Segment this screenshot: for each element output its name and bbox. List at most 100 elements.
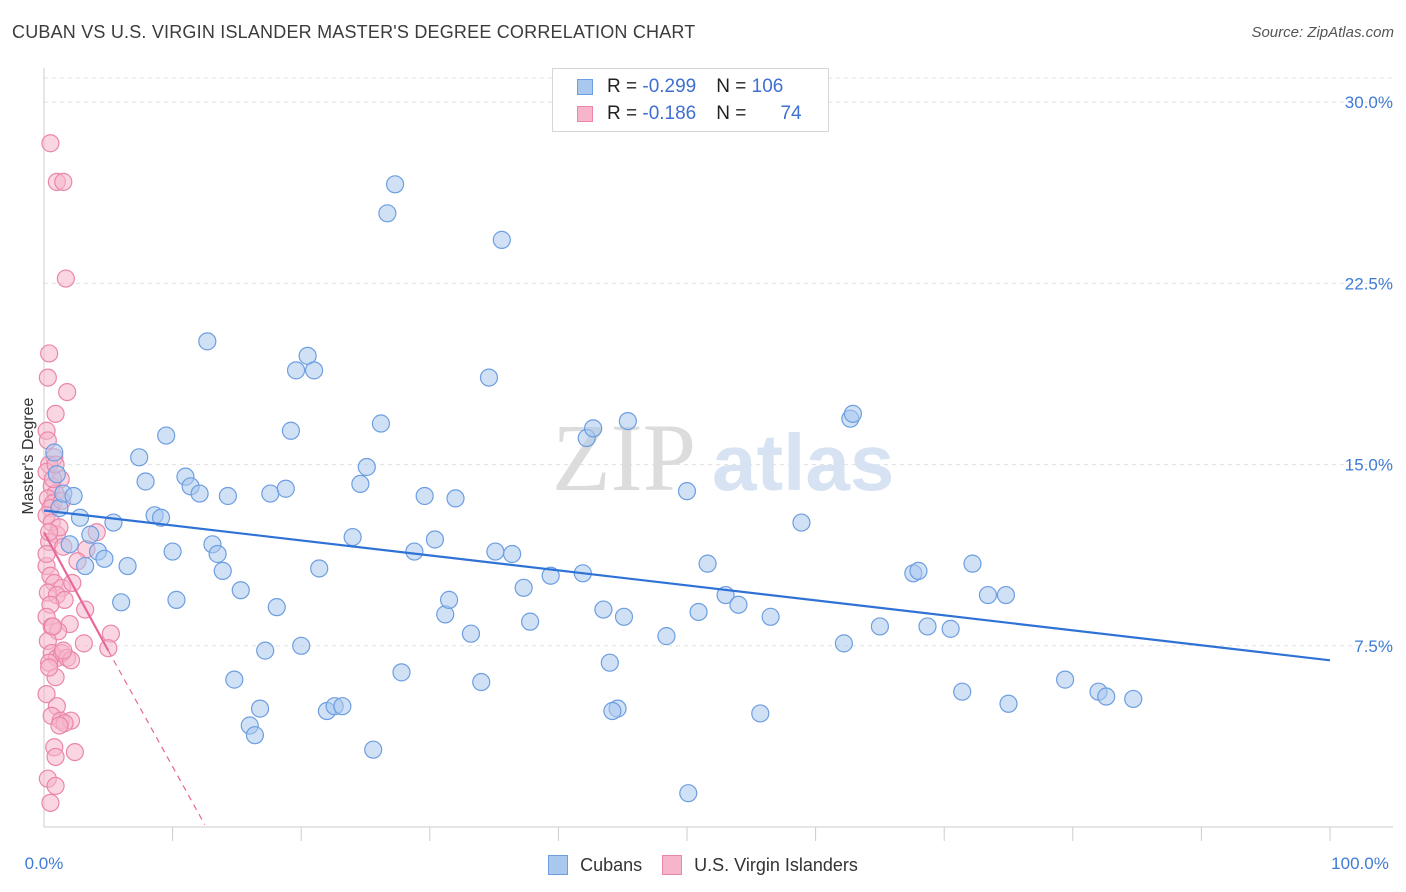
cubans-point [76, 556, 95, 576]
chart-title: CUBAN VS U.S. VIRGIN ISLANDER MASTER'S D… [12, 22, 696, 42]
cubans-point [47, 465, 66, 484]
legend-swatch-blue [577, 79, 593, 95]
legend-n-value: 74 [780, 103, 802, 124]
cubans-point [472, 672, 491, 692]
legend-row-cubans: R = -0.299 N = 106 [577, 74, 783, 100]
cubans-point [689, 602, 708, 622]
y-tick-labels: 7.5% 15.0% 22.5% 30.0% [1345, 93, 1393, 656]
cubans-point [953, 682, 972, 701]
cubans-point [425, 530, 445, 549]
cubans-point [256, 641, 275, 660]
cubans-point [371, 414, 391, 433]
cubans-point [167, 590, 186, 609]
legend-n-label: N = [716, 103, 752, 124]
cubans-point [978, 585, 998, 605]
virgin-islanders-point [65, 742, 84, 762]
virgin-islanders-trend-line [43, 531, 110, 652]
cubans-point [1055, 670, 1075, 689]
cubans-point [657, 627, 676, 646]
cubans-point [479, 368, 499, 387]
virgin-islanders-point [41, 134, 60, 153]
legend-swatch-cubans [548, 855, 569, 875]
cubans-point [918, 617, 937, 636]
virgin-islanders-point [38, 368, 57, 387]
cubans-point [405, 542, 424, 561]
y-tick-label: 22.5% [1345, 274, 1393, 293]
cubans-point [729, 595, 748, 614]
cubans-point [834, 634, 853, 653]
cubans-point [614, 607, 634, 626]
cubans-point [439, 590, 459, 609]
legend-swatch-virgin-islanders [662, 855, 683, 875]
x-tick-marks [172, 827, 1331, 841]
cubans-point [461, 624, 481, 643]
x-tick-label-min: 0.0% [25, 854, 64, 873]
cubans-point [584, 419, 603, 438]
cubans-point [618, 411, 637, 431]
cubans-point [151, 508, 171, 527]
cubans-point [351, 474, 370, 494]
cubans-point [594, 600, 613, 619]
cubans-point [118, 556, 137, 576]
cubans-point [310, 559, 329, 578]
cubans-point [231, 581, 250, 600]
cubans-point [521, 612, 540, 631]
cubans-point [267, 598, 286, 617]
legend-r-value: -0.186 [642, 103, 697, 124]
cubans-point [45, 443, 64, 462]
y-tick-label: 15.0% [1345, 456, 1393, 475]
cubans-point [104, 513, 123, 532]
cubans-point [996, 585, 1016, 605]
legend-n-label: N = [716, 76, 752, 97]
cubans-point [999, 694, 1018, 713]
cubans-point [245, 726, 265, 745]
legend-swatch-pink [577, 106, 593, 122]
cubans-point [276, 479, 295, 498]
legend-r-label: R = [607, 103, 643, 124]
cubans-point [292, 636, 311, 655]
cubans-point [415, 486, 434, 506]
y-axis-label: Master's Degree [20, 397, 37, 514]
cubans-point [963, 554, 982, 573]
cubans-point [792, 513, 811, 532]
cubans-point [304, 361, 324, 380]
cubans-point [333, 697, 352, 716]
gridlines [44, 77, 1393, 647]
virgin-islanders-point [40, 523, 59, 542]
cubans-point [364, 740, 383, 759]
virgin-islanders-point [43, 617, 63, 636]
virgin-islanders-point [54, 641, 73, 660]
cubans-point [218, 486, 237, 506]
cubans-point [761, 607, 780, 626]
legend-n-value: 106 [751, 76, 784, 97]
cubans-point [751, 704, 770, 723]
virgin-islanders-point [58, 382, 77, 402]
y-tick-label: 7.5% [1354, 637, 1393, 656]
virgin-islanders-point [46, 747, 65, 767]
virgin-islanders-point [74, 634, 93, 653]
cubans-point [357, 457, 376, 477]
x-tick-label-max: 100.0% [1331, 854, 1389, 873]
legend-item-virgin-islanders: U.S. Virgin Islanders [662, 855, 858, 876]
virgin-islanders-point [50, 716, 69, 735]
cubans-point [163, 542, 182, 561]
cubans-point [213, 561, 232, 580]
cubans-point [343, 527, 362, 547]
cubans-trend-line [43, 509, 1331, 662]
cubans-point [95, 549, 114, 568]
cubans-point [541, 566, 560, 585]
cubans-point [677, 482, 697, 501]
y-tick-label: 30.0% [1345, 93, 1393, 112]
cubans-point [446, 489, 465, 508]
cubans-point [843, 404, 862, 423]
cubans-point [286, 361, 306, 380]
cubans-point [190, 484, 209, 503]
cubans-point [261, 484, 280, 503]
cubans-point [492, 230, 511, 249]
virgin-islanders-point [56, 269, 75, 288]
legend-r-label: R = [607, 76, 643, 97]
legend-label-cubans: Cubans [580, 854, 643, 875]
watermark-atlas: atlas [712, 418, 894, 507]
cubans-point [281, 421, 301, 440]
